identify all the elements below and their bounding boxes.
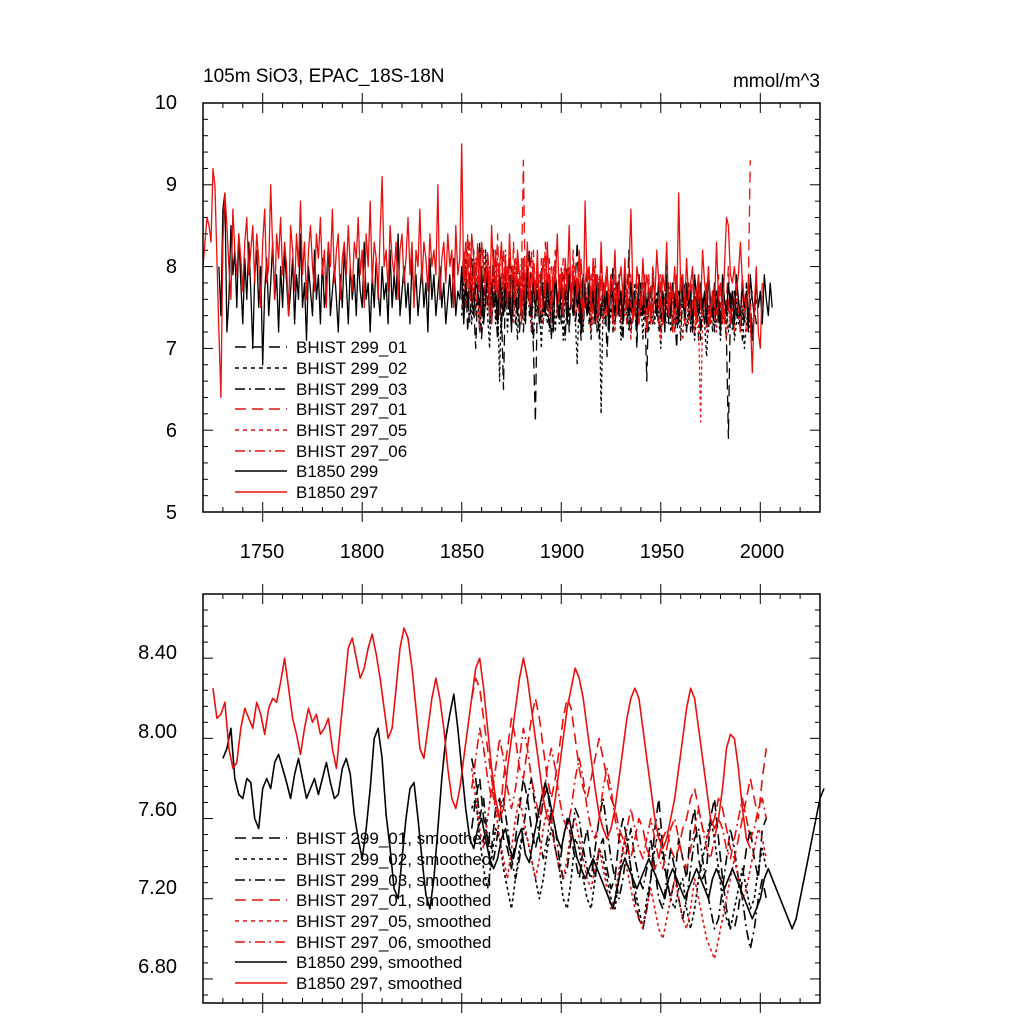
y-tick-label: 8	[166, 256, 177, 278]
x-tick-label: 2000	[740, 541, 785, 563]
top-panel-y-tick-labels: 10 9 8 7 6 5	[155, 92, 177, 524]
top-panel-units: mmol/m^3	[733, 71, 820, 92]
series-line-bhist-297-01	[461, 159, 751, 333]
y-tick-label: 10	[155, 92, 177, 114]
legend-label: BHIST 297_05, smoothed	[296, 912, 491, 931]
y-tick-label: 8.00	[138, 721, 177, 743]
bottom-panel-legend: BHIST 299_01, smoothed BHIST 299_02, smo…	[235, 829, 491, 993]
series-line-bhist-297-06	[461, 241, 753, 333]
x-tick-label: 1800	[340, 541, 385, 563]
legend-label: BHIST 299_01	[296, 338, 407, 357]
legend-label: B1850 297, smoothed	[296, 974, 462, 993]
series-line-b1850-297-smoothed	[212, 627, 752, 850]
top-panel-title: 105m SiO3, EPAC_18S-18N	[203, 66, 445, 87]
legend-label: BHIST 299_03, smoothed	[296, 871, 491, 890]
bottom-panel-series	[212, 627, 825, 960]
legend-label: B1850 299, smoothed	[296, 953, 462, 972]
legend-label: BHIST 297_01	[296, 400, 407, 419]
series-line-b1850-297	[202, 143, 763, 399]
x-tick-label: 1900	[540, 541, 585, 563]
y-tick-label: 7	[166, 338, 177, 360]
top-panel-x-tick-labels: 1750 1800 1850 1900 1950 2000	[240, 541, 785, 563]
bottom-panel: 8.40 8.00 7.60 7.20 6.80 BHIST 299_01, s…	[138, 584, 825, 1013]
top-panel: 105m SiO3, EPAC_18S-18N mmol/m^3 10 9 8 …	[155, 66, 821, 563]
top-panel-series	[202, 143, 773, 440]
legend-label: B1850 297	[296, 483, 378, 502]
y-tick-label: 5	[166, 502, 177, 524]
legend-label: BHIST 297_06, smoothed	[296, 933, 491, 952]
legend-label: BHIST 297_06	[296, 442, 407, 461]
x-tick-label: 1750	[240, 541, 285, 563]
x-tick-label: 1850	[440, 541, 485, 563]
bottom-panel-frame	[202, 593, 821, 1004]
series-line-bhist-299-03-smoothed	[470, 758, 768, 950]
legend-label: BHIST 299_02, smoothed	[296, 850, 491, 869]
series-line-bhist-297-01-smoothed	[470, 677, 768, 870]
legend-label: B1850 299	[296, 462, 378, 481]
y-tick-label: 6.80	[138, 956, 177, 978]
bottom-panel-y-tick-labels: 8.40 8.00 7.60 7.20 6.80	[138, 642, 177, 978]
y-tick-label: 7.60	[138, 799, 177, 821]
y-tick-label: 8.40	[138, 642, 177, 664]
series-line-b1850-299-smoothed	[222, 693, 825, 930]
legend-label: BHIST 297_05	[296, 421, 407, 440]
top-panel-legend: BHIST 299_01 BHIST 299_02 BHIST 299_03 B…	[235, 338, 407, 502]
series-line-bhist-297-05-smoothed	[470, 768, 768, 960]
legend-label: BHIST 297_01, smoothed	[296, 891, 491, 910]
y-tick-label: 9	[166, 174, 177, 196]
legend-label: BHIST 299_02	[296, 359, 407, 378]
legend-label: BHIST 299_03	[296, 380, 407, 399]
top-panel-frame	[202, 102, 821, 513]
x-tick-label: 1950	[640, 541, 685, 563]
series-line-bhist-297-06-smoothed	[470, 727, 768, 870]
y-tick-label: 6	[166, 420, 177, 442]
legend-label: BHIST 299_01, smoothed	[296, 829, 491, 848]
y-tick-label: 7.20	[138, 877, 177, 899]
series-line-b1850-299	[218, 192, 773, 366]
